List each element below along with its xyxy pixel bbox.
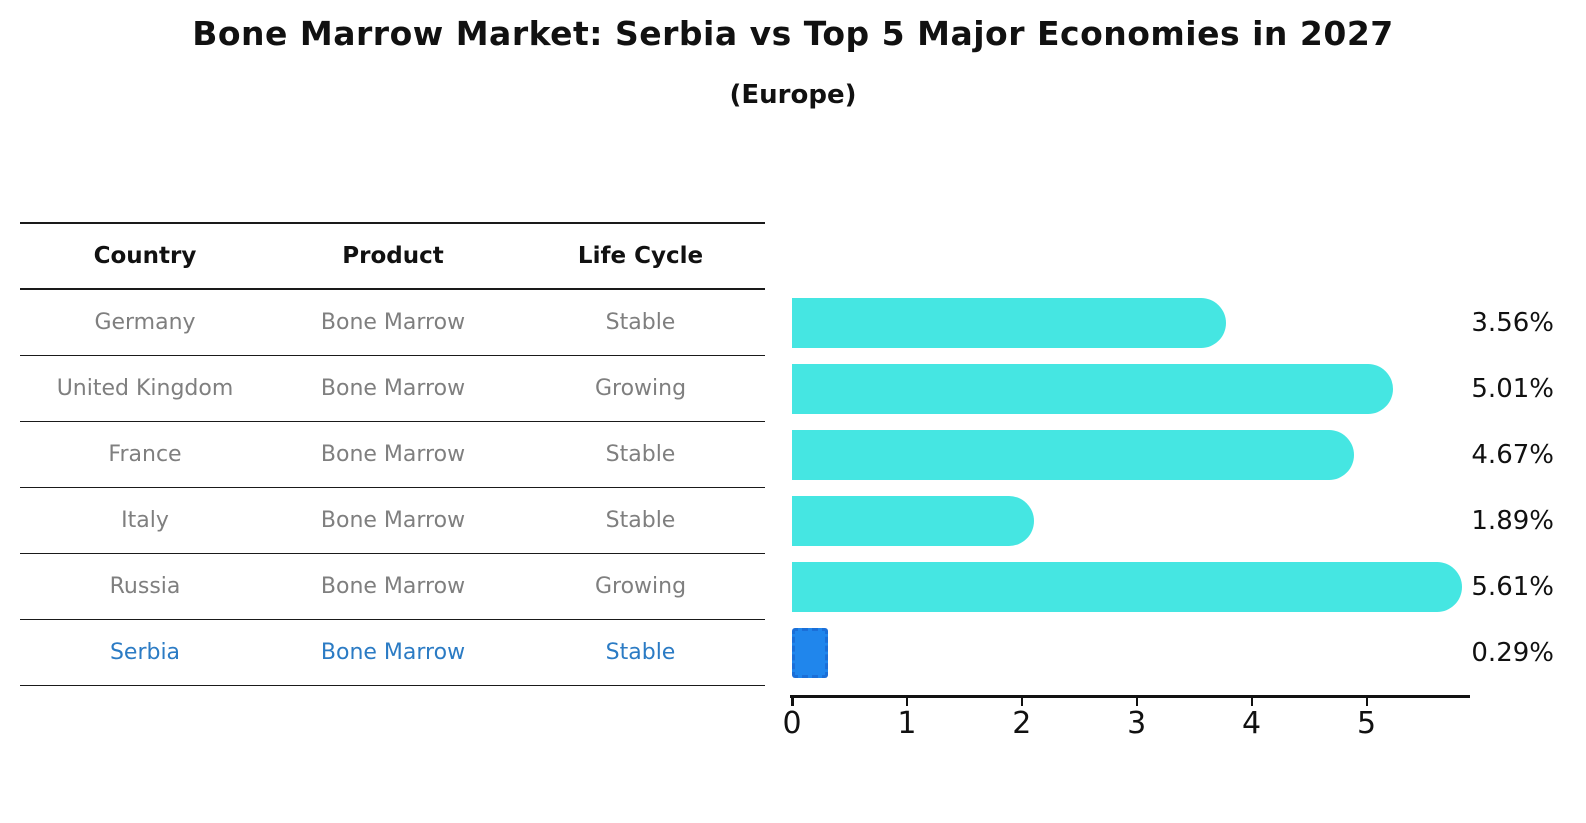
table-header-row: Country Product Life Cycle bbox=[20, 224, 765, 290]
x-axis-line bbox=[790, 695, 1470, 698]
country-cell: Russia bbox=[109, 574, 181, 599]
x-axis-tick-label: 1 bbox=[897, 706, 917, 741]
product-cell: Bone Marrow bbox=[320, 640, 466, 665]
value-label: 1.89% bbox=[1471, 506, 1554, 536]
table-row-france: France Bone Marrow Stable bbox=[20, 422, 765, 488]
x-axis-tick-label: 5 bbox=[1356, 706, 1377, 741]
table-row-italy: Italy Bone Marrow Stable bbox=[20, 488, 765, 554]
country-cell: Germany bbox=[94, 310, 196, 335]
x-axis-tick bbox=[1135, 697, 1139, 706]
country-table: Country Product Life Cycle Germany Bone … bbox=[20, 222, 765, 686]
life-cycle-cell: Stable bbox=[605, 442, 676, 467]
value-label: 5.61% bbox=[1471, 572, 1554, 602]
country-cell: France bbox=[108, 442, 182, 467]
x-axis-tick-label: 0 bbox=[782, 706, 802, 741]
product-cell: Bone Marrow bbox=[320, 442, 466, 467]
product-cell: Bone Marrow bbox=[320, 574, 466, 599]
value-label: 3.56% bbox=[1471, 308, 1554, 338]
value-label: 5.01% bbox=[1471, 374, 1554, 404]
table-row-germany: Germany Bone Marrow Stable bbox=[20, 290, 765, 356]
product-cell: Bone Marrow bbox=[320, 376, 466, 401]
x-axis-tick-label: 3 bbox=[1127, 706, 1147, 741]
bar-italy bbox=[792, 496, 1035, 546]
life-cycle-cell: Stable bbox=[605, 640, 676, 665]
x-axis-tick bbox=[1365, 697, 1368, 706]
column-header-country: Country bbox=[93, 243, 197, 269]
x-axis-tick bbox=[905, 697, 909, 706]
table-row-serbia-highlighted: Serbia Bone Marrow Stable bbox=[20, 620, 765, 686]
column-header-product: Product bbox=[342, 243, 444, 269]
product-cell: Bone Marrow bbox=[320, 310, 466, 335]
value-label: 4.67% bbox=[1471, 440, 1554, 470]
life-cycle-cell: Stable bbox=[605, 508, 676, 533]
bar-france bbox=[792, 430, 1354, 480]
x-axis-tick bbox=[1020, 697, 1024, 706]
country-cell: Italy bbox=[121, 508, 169, 533]
table-row-russia: Russia Bone Marrow Growing bbox=[20, 554, 765, 620]
bar-serbia-highlighted bbox=[792, 628, 829, 678]
x-axis-tick bbox=[791, 697, 794, 706]
life-cycle-cell: Growing bbox=[594, 574, 687, 599]
bar-united-kingdom bbox=[792, 364, 1393, 414]
chart-title: Bone Marrow Market: Serbia vs Top 5 Majo… bbox=[192, 14, 1394, 53]
column-header-life-cycle: Life Cycle bbox=[577, 243, 704, 269]
life-cycle-cell: Stable bbox=[605, 310, 676, 335]
country-cell: United Kingdom bbox=[56, 376, 234, 401]
bar-germany bbox=[792, 298, 1227, 348]
value-label: 0.29% bbox=[1471, 638, 1554, 668]
product-cell: Bone Marrow bbox=[320, 508, 466, 533]
x-axis-tick bbox=[1250, 697, 1254, 706]
bar-russia bbox=[792, 562, 1462, 612]
x-axis-tick-label: 2 bbox=[1012, 706, 1032, 741]
chart-subtitle: (Europe) bbox=[729, 80, 857, 110]
country-cell: Serbia bbox=[109, 640, 181, 665]
life-cycle-cell: Growing bbox=[594, 376, 687, 401]
x-axis-tick-label: 4 bbox=[1242, 706, 1262, 741]
table-row-united-kingdom: United Kingdom Bone Marrow Growing bbox=[20, 356, 765, 422]
